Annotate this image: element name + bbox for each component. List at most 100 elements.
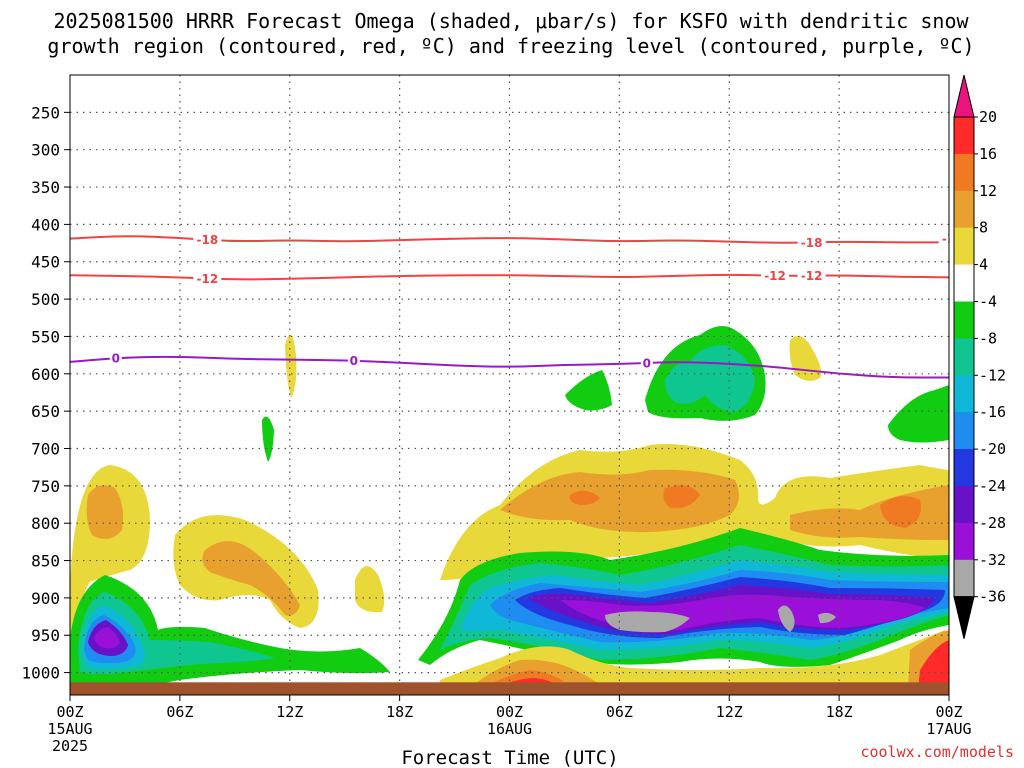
y-tick-label: 650 — [31, 402, 60, 421]
colorbar-band — [954, 338, 974, 376]
colorbar-top-arrow — [953, 74, 975, 118]
x-tick-label: 12Z — [716, 703, 743, 721]
colorbar-frame — [953, 116, 975, 598]
omega-region — [262, 416, 274, 462]
y-tick-label: 350 — [31, 178, 60, 197]
contour-label-bg — [193, 271, 222, 286]
colorbar-tick-label: 20 — [979, 108, 997, 126]
x-tick-label: 2025 — [52, 737, 88, 755]
y-tick-label: 500 — [31, 290, 60, 309]
contour-label-bg — [938, 231, 949, 246]
colorbar-tick-label: -20 — [979, 440, 1006, 458]
y-tick-label: 1000 — [21, 664, 60, 683]
colorbar-tick-label: 8 — [979, 219, 988, 237]
omega-region — [605, 611, 690, 633]
omega-region — [86, 485, 124, 539]
colorbar-band — [954, 486, 974, 524]
colorbar-tick-label: -36 — [979, 588, 1006, 606]
contour-label: -18 — [801, 236, 823, 250]
colorbar-band — [954, 227, 974, 266]
y-tick-label: 800 — [31, 514, 60, 533]
colorbar-tick-label: -12 — [979, 366, 1006, 384]
omega-region — [880, 496, 921, 528]
contour-label: 0 — [350, 354, 358, 368]
x-tick-label: 00Z — [935, 703, 962, 721]
colorbar-band — [954, 412, 974, 450]
y-tick-label: 550 — [31, 327, 60, 346]
colorbar-band — [954, 153, 974, 192]
y-tick-label: 450 — [31, 253, 60, 272]
omega-region — [202, 541, 300, 616]
omega-region — [569, 490, 600, 505]
y-tick-label: 600 — [31, 365, 60, 384]
y-tick-label: 400 — [31, 215, 60, 234]
chart-title: 2025081500 HRRR Forecast Omega (shaded, … — [47, 9, 974, 58]
omega-region — [565, 370, 612, 411]
y-tick-label: 850 — [31, 552, 60, 571]
colorbar-tick-label: -24 — [979, 477, 1006, 495]
colorbar-tick-label: -4 — [979, 293, 997, 311]
x-tick-label: 00Z — [56, 703, 83, 721]
colorbar-band — [954, 264, 974, 302]
colorbar-band — [954, 301, 974, 339]
colorbar-band — [954, 559, 974, 598]
omega-shading — [70, 326, 949, 690]
omega-region — [888, 385, 949, 443]
omega-region — [918, 640, 949, 690]
contour-label: -12 — [764, 269, 786, 283]
x-axis-label: Forecast Time (UTC) — [401, 747, 618, 768]
contour-label: -18 — [197, 233, 219, 247]
x-tick-label: 12Z — [276, 703, 303, 721]
colorbar-legend: 20 16 12 8 4 -4 -8 -12 -16 -20 -24 -28 -32 -36 — [953, 74, 1006, 639]
contour-label-bg — [347, 353, 360, 368]
colorbar-band — [954, 190, 974, 229]
colorbar-tick-label: 16 — [979, 145, 997, 163]
omega-region — [285, 334, 297, 398]
contour-label: 0 — [643, 356, 651, 370]
x-tick-label: 00Z — [496, 703, 523, 721]
x-tick-label: 18Z — [826, 703, 853, 721]
colorbar-band — [954, 522, 974, 561]
contour-line — [70, 235, 949, 244]
ground-surface — [70, 682, 949, 695]
colorbar-tick-label: -16 — [979, 403, 1006, 421]
colorbar-tick-label: 12 — [979, 182, 997, 200]
y-tick-label: 300 — [31, 141, 60, 160]
contour-line — [70, 355, 949, 379]
contour-label-bg — [761, 268, 790, 283]
chart-title-line-1: 2025081500 HRRR Forecast Omega (shaded, … — [53, 9, 969, 33]
x-tick-label: 06Z — [166, 703, 193, 721]
contour-label: -12 — [801, 269, 823, 283]
contour-label-bg — [797, 235, 826, 250]
omega-region — [818, 612, 836, 624]
credit-text: coolwx.com/models — [860, 743, 1014, 761]
y-tick-label: 900 — [31, 589, 60, 608]
x-tick-label: 06Z — [606, 703, 633, 721]
y-tick-label: 950 — [31, 626, 60, 645]
x-tick-label: 18Z — [386, 703, 413, 721]
colorbar-band — [954, 449, 974, 487]
y-tick-label: 700 — [31, 439, 60, 458]
contour-label: -12 — [197, 272, 219, 286]
contour-label-bg — [193, 232, 222, 247]
y-tick-label: 750 — [31, 477, 60, 496]
temperature-contours: -18 -18 -18 -12 -12 -12 0 0 0 — [70, 231, 949, 379]
colorbar-tick-label: -8 — [979, 329, 997, 347]
colorbar-band — [954, 375, 974, 413]
y-tick-label: 250 — [31, 103, 60, 122]
contour-label-bg — [640, 355, 653, 370]
contour-label-bg — [109, 351, 122, 366]
contour-label-bg — [797, 268, 826, 283]
omega-region — [94, 627, 120, 649]
contour-label: 0 — [112, 352, 120, 366]
y-axis-pressure: 250 300 350 400 450 500 550 600 650 700 750 800 850 9… — [21, 103, 70, 683]
x-tick-label: 16AUG — [487, 720, 532, 738]
colorbar-tick-label: -28 — [979, 514, 1006, 532]
x-tick-label: 15AUG — [47, 720, 92, 738]
omega-region — [355, 566, 385, 613]
plot-area: -18 -18 -18 -12 -12 -12 0 0 0 250 300 350 400 450 500… — [21, 74, 972, 755]
omega-region — [663, 485, 700, 509]
x-tick-label: 17AUG — [926, 720, 971, 738]
